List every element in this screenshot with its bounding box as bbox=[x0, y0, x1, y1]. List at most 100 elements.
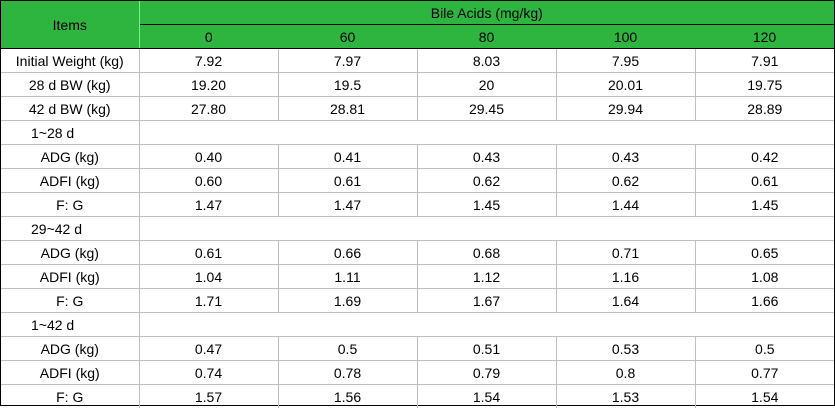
value-cell: 20.01 bbox=[556, 73, 695, 97]
header-row-group: Items Bile Acids (mg/kg) bbox=[1, 1, 834, 25]
value-cell: 29.45 bbox=[417, 97, 556, 121]
value-cell: 0.47 bbox=[139, 337, 278, 361]
row-label: ADFI (kg) bbox=[1, 265, 139, 289]
value-cell: 0.51 bbox=[417, 337, 556, 361]
value-cell: 1.47 bbox=[139, 193, 278, 217]
period-row: 1~28 d bbox=[1, 121, 834, 145]
value-cell: 7.97 bbox=[278, 49, 417, 73]
row-label: Initial Weight (kg) bbox=[1, 49, 139, 73]
table-header: Items Bile Acids (mg/kg) 0 60 80 100 120 bbox=[1, 1, 834, 49]
value-cell: 1.45 bbox=[695, 193, 834, 217]
value-cell: 28.81 bbox=[278, 97, 417, 121]
period-row: 29~42 d bbox=[1, 217, 834, 241]
value-cell: 0.60 bbox=[139, 169, 278, 193]
value-cell: 20 bbox=[417, 73, 556, 97]
value-cell: 19.75 bbox=[695, 73, 834, 97]
value-cell: 0.66 bbox=[278, 241, 417, 265]
value-cell: 1.56 bbox=[278, 385, 417, 408]
row-label: ADG (kg) bbox=[1, 241, 139, 265]
value-cell: 0.42 bbox=[695, 145, 834, 169]
row-label: ADFI (kg) bbox=[1, 361, 139, 385]
value-cell: 0.53 bbox=[556, 337, 695, 361]
value-cell: 0.43 bbox=[417, 145, 556, 169]
value-cell: 0.74 bbox=[139, 361, 278, 385]
value-cell: 1.71 bbox=[139, 289, 278, 313]
dose-header: 0 bbox=[139, 25, 278, 49]
value-cell: 1.45 bbox=[417, 193, 556, 217]
row-label: F: G bbox=[1, 289, 139, 313]
bile-acids-group-header: Bile Acids (mg/kg) bbox=[139, 1, 834, 25]
row-label: F: G bbox=[1, 385, 139, 408]
value-cell: 1.12 bbox=[417, 265, 556, 289]
value-cell: 1.11 bbox=[278, 265, 417, 289]
row-label: F: G bbox=[1, 193, 139, 217]
period-empty-cell bbox=[139, 217, 834, 241]
period-row: 1~42 d bbox=[1, 313, 834, 337]
value-cell: 1.47 bbox=[278, 193, 417, 217]
value-cell: 0.79 bbox=[417, 361, 556, 385]
value-cell: 1.53 bbox=[556, 385, 695, 408]
value-cell: 1.54 bbox=[417, 385, 556, 408]
value-cell: 0.62 bbox=[556, 169, 695, 193]
items-column-header: Items bbox=[1, 1, 139, 49]
value-cell: 0.61 bbox=[695, 169, 834, 193]
value-cell: 0.65 bbox=[695, 241, 834, 265]
period-empty-cell bbox=[139, 121, 834, 145]
period-empty-cell bbox=[139, 313, 834, 337]
value-cell: 0.62 bbox=[417, 169, 556, 193]
value-cell: 0.78 bbox=[278, 361, 417, 385]
value-cell: 1.16 bbox=[556, 265, 695, 289]
value-cell: 0.41 bbox=[278, 145, 417, 169]
dose-header: 120 bbox=[695, 25, 834, 49]
row-label: ADG (kg) bbox=[1, 145, 139, 169]
value-cell: 0.8 bbox=[556, 361, 695, 385]
value-cell: 1.57 bbox=[139, 385, 278, 408]
value-cell: 1.69 bbox=[278, 289, 417, 313]
row-label: 42 d BW (kg) bbox=[1, 97, 139, 121]
dose-header: 100 bbox=[556, 25, 695, 49]
value-cell: 0.61 bbox=[278, 169, 417, 193]
row-label: ADG (kg) bbox=[1, 337, 139, 361]
period-label: 1~28 d bbox=[1, 121, 139, 145]
value-cell: 0.61 bbox=[139, 241, 278, 265]
value-cell: 0.77 bbox=[695, 361, 834, 385]
value-cell: 19.5 bbox=[278, 73, 417, 97]
value-cell: 29.94 bbox=[556, 97, 695, 121]
value-cell: 7.92 bbox=[139, 49, 278, 73]
value-cell: 0.43 bbox=[556, 145, 695, 169]
value-cell: 1.54 bbox=[695, 385, 834, 408]
value-cell: 1.44 bbox=[556, 193, 695, 217]
dose-header: 60 bbox=[278, 25, 417, 49]
dose-header: 80 bbox=[417, 25, 556, 49]
value-cell: 28.89 bbox=[695, 97, 834, 121]
row-label: 28 d BW (kg) bbox=[1, 73, 139, 97]
value-cell: 0.5 bbox=[695, 337, 834, 361]
value-cell: 0.68 bbox=[417, 241, 556, 265]
value-cell: 0.40 bbox=[139, 145, 278, 169]
value-cell: 1.66 bbox=[695, 289, 834, 313]
period-label: 1~42 d bbox=[1, 313, 139, 337]
value-cell: 27.80 bbox=[139, 97, 278, 121]
value-cell: 1.67 bbox=[417, 289, 556, 313]
value-cell: 0.5 bbox=[278, 337, 417, 361]
value-cell: 1.04 bbox=[139, 265, 278, 289]
period-label: 29~42 d bbox=[1, 217, 139, 241]
value-cell: 7.91 bbox=[695, 49, 834, 73]
value-cell: 19.20 bbox=[139, 73, 278, 97]
value-cell: 7.95 bbox=[556, 49, 695, 73]
